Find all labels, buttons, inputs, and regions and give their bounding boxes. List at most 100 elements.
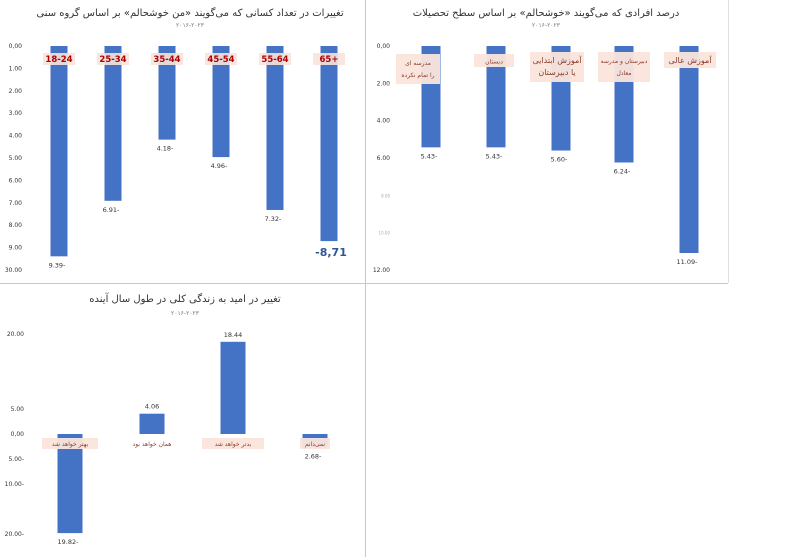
y-tick-label: 5.00- <box>8 456 24 463</box>
panel-divider <box>728 0 729 283</box>
category-label: بدتر خواهد شد <box>215 441 252 448</box>
chart-subtitle: ۲۰۱۶-۲۰۲۳ <box>176 22 205 29</box>
y-tick-label: 0,00 <box>377 43 391 50</box>
y-tick-label: 0,00 <box>11 431 25 438</box>
y-tick-label: 8.00 <box>9 222 23 229</box>
category-label-box <box>313 53 345 65</box>
y-tick-label: 20.00- <box>5 531 24 538</box>
value-label: 5.60- <box>551 156 568 164</box>
bar <box>212 46 230 158</box>
y-tick-label: 6.00 <box>9 177 23 184</box>
value-label: 5.43- <box>421 152 438 160</box>
category-label: نمی‌دانم <box>305 441 325 448</box>
chart-marks: 0,00 1.00 2.00 3.00 4.00 5.00 6.00 7.00 8.00 9.00… <box>5 43 347 274</box>
value-label: 11.09- <box>677 258 699 266</box>
chart-title: تغییر در امید به زندگی کلی در طول سال آی… <box>89 292 281 305</box>
chart-title: درصد افرادی که می‌گویند «خوشحالم» بر اسا… <box>413 7 680 19</box>
value-label: 18.44 <box>224 331 243 339</box>
y-tick-label: 2.00 <box>9 88 23 95</box>
category-label: همان خواهد بود <box>133 441 172 448</box>
chart-age-svg: تغییرات در تعداد کسانی که می‌گویند «من خ… <box>5 7 347 274</box>
bar <box>158 46 176 140</box>
y-tick-label: 10.00 <box>379 231 391 236</box>
y-tick-label: 5.00 <box>9 155 23 162</box>
bar <box>220 341 246 434</box>
y-tick-label: 4.00 <box>377 118 391 125</box>
category-label: 65+ <box>320 55 339 65</box>
y-tick-label: 12.00 <box>373 267 390 274</box>
y-tick-label: 9.00 <box>9 245 23 252</box>
chart-panel-hope: تغییر در امید به زندگی کلی در طول سال آی… <box>0 284 365 557</box>
category-label-box <box>530 52 584 82</box>
category-label-box <box>259 53 291 65</box>
y-tick-label: 1.00 <box>9 65 23 72</box>
value-label: -8,71 <box>315 246 347 259</box>
category-label: مدرسه ای را تمام نکرده <box>401 60 434 79</box>
chart-hope-svg: تغییر در امید به زندگی کلی در طول سال آی… <box>5 292 330 546</box>
category-label: 55-64 <box>261 55 288 65</box>
y-tick-label: 30.00 <box>5 267 22 274</box>
category-label-line: را تمام نکرده <box>401 72 434 79</box>
y-tick-label: 20.00 <box>7 331 24 338</box>
panel-divider <box>365 284 366 557</box>
y-tick-label: 8.00 <box>381 193 390 198</box>
panel-divider <box>365 0 366 283</box>
category-label: 35-44 <box>153 55 180 65</box>
bar <box>679 46 699 254</box>
chart-education-svg: درصد افرادی که می‌گویند «خوشحالم» بر اسا… <box>373 7 716 274</box>
value-label: 6.91- <box>103 206 120 214</box>
value-label: 5.43- <box>486 152 503 160</box>
chart-marks: 20.00 5.00 0,00 5.00- 10.00- 20.00- 19.82- 4.06… <box>5 331 330 546</box>
category-label-box <box>300 438 330 449</box>
category-label-box <box>42 438 98 449</box>
category-label-line: مدرسه ای <box>405 60 431 67</box>
chart-subtitle: ۲۰۱۶-۲۰۲۳ <box>532 22 561 29</box>
category-label: 18-24 <box>45 55 72 65</box>
value-label: 7.32- <box>265 215 282 223</box>
category-label: آموزش ابتدایی یا دبیرستان <box>533 55 583 77</box>
bar <box>320 46 338 242</box>
y-tick-label: 10.00- <box>5 481 24 488</box>
y-tick-label: 7.00 <box>9 200 23 207</box>
category-label: آموزش عالی <box>668 55 712 65</box>
category-label-box <box>474 54 514 67</box>
bar <box>104 46 122 201</box>
y-tick-label: 0,00 <box>9 43 23 50</box>
chart-subtitle: ۲۰۱۶-۲۰۲۳ <box>171 310 200 317</box>
value-label: 6.24- <box>614 167 631 175</box>
category-label-line: آموزش ابتدایی <box>533 55 583 65</box>
category-label: دبیرستان و مدرسه معادل <box>601 58 648 77</box>
category-label-box <box>396 54 440 84</box>
value-label: 4.06 <box>145 403 159 411</box>
y-tick-label: 5.00 <box>11 406 25 413</box>
chart-panel-age: تغییرات در تعداد کسانی که می‌گویند «من خ… <box>0 0 365 283</box>
bar <box>57 434 83 534</box>
category-label-box <box>43 53 75 65</box>
value-label: 19.82- <box>58 538 80 546</box>
value-label: 4.18- <box>157 145 174 153</box>
category-label: 45-54 <box>207 55 234 65</box>
bar <box>486 46 506 148</box>
category-label: بهتر خواهد شد <box>52 441 89 448</box>
bar <box>50 46 68 257</box>
panel-divider <box>0 283 728 284</box>
category-label: 25-34 <box>99 55 126 65</box>
chart-marks: 0,00 2.00 4.00 6.00 8.00 10.00 12.00 5.43- 5.43-… <box>373 43 716 274</box>
category-label-box <box>664 52 716 68</box>
category-label-box <box>97 53 129 65</box>
chart-title: تغییرات در تعداد کسانی که می‌گویند «من خ… <box>36 7 343 19</box>
category-label-box <box>151 53 183 65</box>
bar <box>139 413 165 434</box>
category-label-line: دبیرستان و مدرسه <box>601 58 648 65</box>
y-tick-label: 2.00 <box>377 80 391 87</box>
bar <box>266 46 284 210</box>
category-label-line: یا دبیرستان <box>538 68 575 77</box>
y-tick-label: 4.00 <box>9 133 23 140</box>
category-label-box <box>205 53 237 65</box>
y-tick-label: 3.00 <box>9 110 23 117</box>
category-label-box <box>202 438 264 449</box>
category-label-box <box>598 52 650 82</box>
value-label: 4.96- <box>211 162 228 170</box>
chart-panel-education: درصد افرادی که می‌گویند «خوشحالم» بر اسا… <box>366 0 728 283</box>
value-label: 2.68- <box>305 452 322 460</box>
